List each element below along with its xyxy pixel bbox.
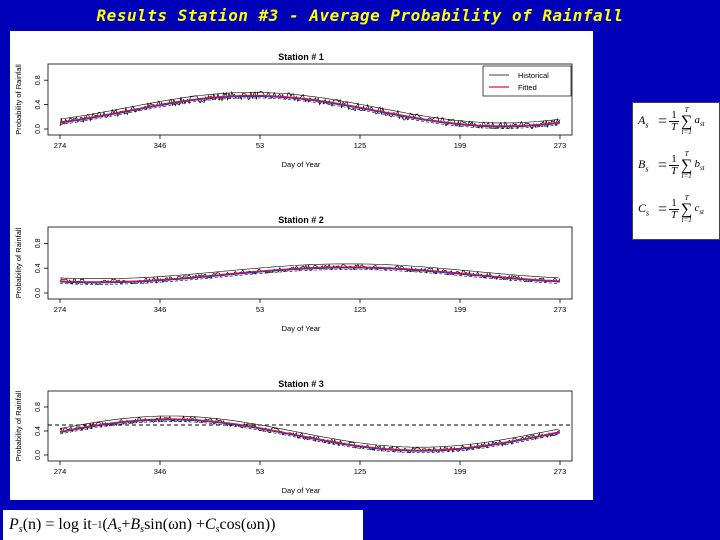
x-tick-label: 125 bbox=[354, 467, 367, 476]
x-tick-label: 346 bbox=[154, 467, 167, 476]
x-tick-label: 274 bbox=[54, 141, 67, 150]
fitted-series bbox=[59, 94, 561, 127]
x-tick-label: 199 bbox=[454, 305, 467, 314]
x-tick-label: 273 bbox=[554, 141, 567, 150]
y-axis-label: Probability of Rainfall bbox=[14, 64, 23, 135]
y-axis-label: Probability of Rainfall bbox=[14, 390, 23, 461]
x-tick-label: 273 bbox=[554, 467, 567, 476]
x-tick-label: 125 bbox=[354, 141, 367, 150]
y-tick-label: 0.4 bbox=[35, 100, 42, 110]
y-tick-label: 0.0 bbox=[35, 288, 42, 298]
lower-band bbox=[59, 269, 559, 285]
station-plots: Station # 1 0.0 0.4 0.8 Probability of Rainf… bbox=[14, 52, 573, 495]
y-tick-label: 0.4 bbox=[35, 263, 42, 273]
y-tick-label: 0.0 bbox=[35, 124, 42, 134]
upper-band bbox=[59, 415, 559, 448]
legend-fitted-label: Fitted bbox=[518, 83, 537, 92]
x-axis-label: Day of Year bbox=[282, 324, 321, 333]
y-tick-label: 0.0 bbox=[35, 450, 42, 460]
y-tick-label: 0.4 bbox=[35, 426, 42, 436]
legend-box bbox=[482, 65, 572, 97]
blue-series bbox=[59, 95, 561, 128]
upper-band bbox=[59, 92, 559, 124]
x-tick-label: 273 bbox=[554, 305, 567, 314]
y-tick-label: 0.8 bbox=[35, 75, 42, 85]
x-tick-label: 346 bbox=[154, 305, 167, 314]
x-tick-label: 274 bbox=[54, 305, 67, 314]
x-tick-label: 199 bbox=[454, 467, 467, 476]
x-tick-label: 53 bbox=[256, 467, 264, 476]
y-axis-label: Probability of Rainfall bbox=[14, 227, 23, 298]
plot-frame bbox=[47, 226, 573, 300]
panel-title: Station # 2 bbox=[278, 215, 324, 225]
fitted-series bbox=[59, 418, 561, 451]
panel-title: Station # 3 bbox=[278, 379, 324, 389]
plot-panel: Station # 1 0.0 0.4 0.8 Probability of Rainf… bbox=[10, 31, 593, 500]
x-axis-label: Day of Year bbox=[282, 160, 321, 169]
x-axis-label: Day of Year bbox=[282, 486, 321, 495]
y-tick-label: 0.8 bbox=[35, 402, 42, 412]
fitted-series bbox=[59, 266, 561, 283]
legend-historical-label: Historical bbox=[518, 71, 549, 80]
blue-series bbox=[59, 419, 561, 452]
x-tick-label: 53 bbox=[256, 305, 264, 314]
plot-frame bbox=[47, 63, 573, 136]
lower-band bbox=[59, 97, 559, 129]
upper-band bbox=[59, 263, 559, 279]
x-tick-label: 274 bbox=[54, 467, 67, 476]
x-tick-label: 346 bbox=[154, 141, 167, 150]
plot-frame bbox=[47, 390, 573, 462]
blue-series bbox=[59, 267, 561, 284]
x-tick-label: 199 bbox=[454, 141, 467, 150]
x-tick-label: 53 bbox=[256, 141, 264, 150]
y-tick-label: 0.8 bbox=[35, 238, 42, 248]
lower-band bbox=[59, 421, 559, 453]
slide-title: Results Station #3 - Average Probability… bbox=[96, 6, 624, 25]
panel-title: Station # 1 bbox=[278, 52, 324, 62]
x-tick-label: 125 bbox=[354, 305, 367, 314]
